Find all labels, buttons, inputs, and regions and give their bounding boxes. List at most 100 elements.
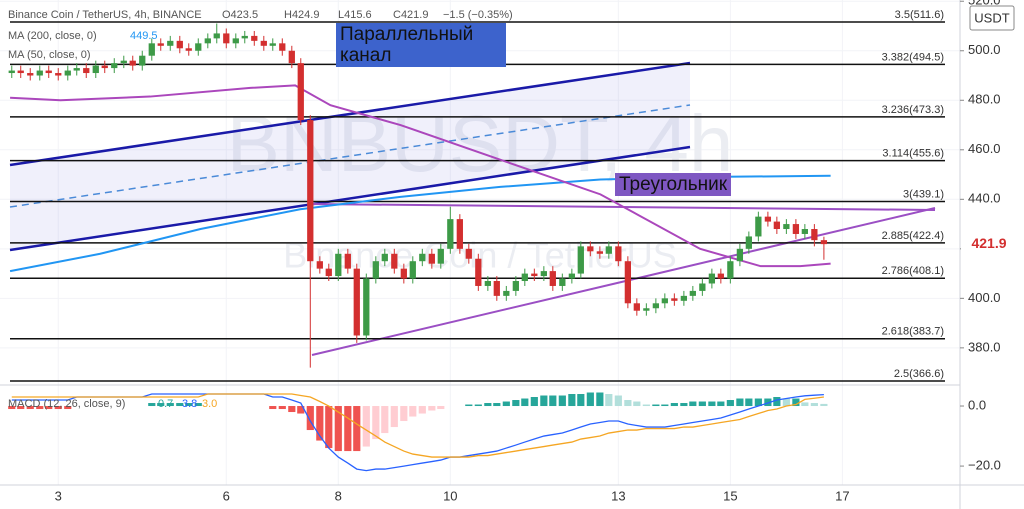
candle-body (671, 298, 678, 301)
candle-body (8, 70, 15, 74)
candle-body (428, 253, 435, 264)
candle-body (615, 246, 622, 262)
candle-body (689, 290, 696, 296)
candle-body (27, 73, 34, 76)
candle-body (353, 268, 360, 336)
candle-body (624, 261, 632, 304)
histogram-bar (465, 404, 473, 407)
histogram-bar (278, 406, 286, 410)
candle-body (185, 48, 192, 51)
ma50-legend: MA (50, close, 0) (8, 49, 91, 61)
candle-body (559, 278, 566, 286)
histogram-bar (437, 406, 445, 410)
candle-body (568, 273, 575, 279)
macd-legend: MACD (12, 26, close, 9) (8, 398, 125, 410)
histogram-bar (148, 403, 156, 407)
candle-body (811, 229, 818, 241)
candle-body (484, 281, 491, 286)
candle-body (64, 70, 71, 76)
histogram-bar (390, 406, 398, 428)
histogram-bar (185, 403, 193, 407)
candle-body (643, 308, 650, 311)
candle-body (512, 281, 519, 291)
histogram-bar (372, 406, 380, 440)
candle-body (120, 60, 127, 64)
histogram-bar (661, 404, 669, 407)
candle-body (717, 273, 724, 279)
histogram-bar (521, 398, 529, 407)
histogram-bar (17, 406, 25, 410)
fib-label: 2.618(383.7) (882, 326, 944, 338)
candle-body (288, 50, 295, 64)
candle-body (633, 303, 640, 311)
histogram-bar (362, 406, 370, 447)
y-tick-label: 0.0 (968, 397, 986, 412)
axes: 36810131517380.0400.0420.0440.0460.0480.… (55, 0, 1017, 503)
y-tick-label: 480.0 (968, 92, 1001, 107)
candle-body (652, 303, 660, 309)
candle-body (73, 68, 80, 71)
macd-value: 3.8 (182, 398, 197, 410)
candle-body (101, 65, 108, 69)
candle-body (577, 246, 584, 274)
header-title: Binance Coin / TetherUS, 4h, BINANCE (8, 9, 202, 21)
histogram-bar (353, 406, 361, 452)
fib-label: 3.114(455.6) (882, 148, 944, 160)
histogram-bar (45, 406, 53, 410)
histogram-bar (409, 406, 417, 417)
histogram-bar (652, 404, 660, 407)
histogram-bar (568, 394, 576, 407)
histogram-bar (269, 406, 277, 410)
fib-label: 3(439.1) (903, 188, 944, 200)
x-tick-label: 8 (335, 488, 342, 503)
histogram-bar (474, 404, 482, 407)
fib-label: 2.885(422.4) (882, 230, 944, 242)
candle-body (661, 298, 668, 304)
histogram-bar (297, 406, 305, 414)
candle-body (111, 63, 118, 69)
unit-label: USDT (974, 10, 1009, 25)
ohlc-high: H424.9 (284, 9, 319, 21)
histogram-bar (558, 395, 566, 407)
candle-body (708, 273, 716, 284)
candle-body (381, 253, 388, 262)
histogram-bar (325, 406, 333, 449)
histogram-bar (708, 401, 716, 407)
histogram-bar (586, 392, 594, 407)
channel-upper (9, 61, 691, 167)
histogram-bar (596, 392, 604, 407)
histogram-bar (577, 394, 585, 407)
candle-body (493, 281, 500, 296)
histogram-bar (810, 403, 818, 407)
histogram-bar (288, 406, 296, 413)
histogram-bar (549, 395, 557, 407)
channel-annotation: Параллельный канал (336, 23, 506, 67)
histogram-bar (344, 406, 352, 452)
y-tick-label: 500.0 (968, 42, 1001, 57)
histogram-bar (792, 398, 800, 407)
histogram-bar (8, 406, 16, 410)
drawings (9, 61, 936, 356)
y-tick-label: 400.0 (968, 290, 1001, 305)
x-tick-label: 15 (723, 488, 737, 503)
histogram-bar (166, 403, 174, 407)
candle-body (792, 224, 800, 234)
fib-label: 2.5(366.6) (894, 368, 944, 380)
candle-body (279, 43, 286, 51)
candle-body (325, 268, 332, 277)
histogram-bar (540, 395, 548, 407)
histogram-bar (698, 401, 706, 407)
candle-body (587, 246, 594, 252)
x-tick-label: 6 (223, 488, 230, 503)
x-tick-label: 13 (611, 488, 625, 503)
fib-label: 3.382(494.5) (882, 51, 944, 63)
candle-body (764, 216, 772, 222)
candle-body (363, 278, 370, 336)
histogram-bar (633, 401, 641, 407)
candle-body (251, 35, 258, 41)
candle-body (409, 261, 416, 279)
candle-body (437, 248, 444, 264)
candle-body (269, 43, 276, 46)
x-tick-label: 10 (443, 488, 457, 503)
